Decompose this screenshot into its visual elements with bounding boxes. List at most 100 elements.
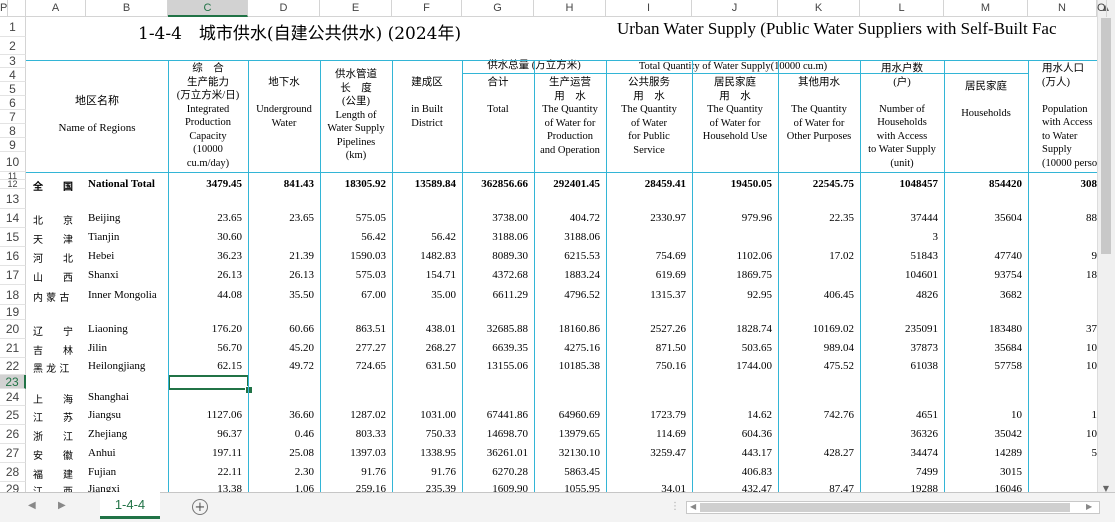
column-header-m[interactable]: M: [944, 0, 1028, 17]
row-header-27[interactable]: 27: [0, 444, 26, 463]
table-cell: 750.16: [655, 360, 686, 372]
row-header-14[interactable]: 14: [0, 209, 26, 228]
row-header-21[interactable]: 21: [0, 339, 26, 358]
table-cell: 2330.97: [650, 212, 686, 224]
table-cell: 443.17: [741, 447, 772, 459]
region-name-cn: 辽 宁: [33, 327, 73, 338]
table-cell: 18305.92: [344, 178, 386, 190]
scroll-down-arrow-icon[interactable]: ▼: [1102, 484, 1110, 493]
table-cell: 13589.84: [414, 178, 456, 190]
row-header-16[interactable]: 16: [0, 247, 26, 266]
table-cell: 308: [1080, 178, 1098, 190]
table-cell: 23.65: [217, 212, 242, 224]
next-sheet-arrow-icon[interactable]: ▶: [58, 500, 66, 511]
row-header-5[interactable]: 5: [0, 82, 26, 96]
table-cell: 1744.00: [736, 360, 772, 372]
row-header-4[interactable]: 4: [0, 68, 26, 82]
row-header-8[interactable]: 8: [0, 124, 26, 138]
column-header-j[interactable]: J: [692, 0, 778, 17]
row-header-19[interactable]: 19: [0, 305, 26, 320]
table-cell: 57758: [994, 360, 1023, 372]
row-header-18[interactable]: 18: [0, 285, 26, 305]
header-pipelines: 供水管道 长 度 (公里) Length of Water Supply Pip…: [327, 69, 385, 161]
column-header-f[interactable]: F: [392, 0, 462, 17]
column-header-c[interactable]: C: [168, 0, 248, 17]
tab-split-icon[interactable]: ⋮: [670, 501, 680, 512]
table-cell: 575.03: [355, 269, 386, 281]
column-header-d[interactable]: D: [248, 0, 320, 17]
row-header-3[interactable]: 3: [0, 55, 26, 68]
column-header-k[interactable]: K: [778, 0, 860, 17]
table-cell: 803.33: [355, 428, 386, 440]
column-header-o[interactable]: O: [1097, 0, 1107, 17]
table-cell: 503.65: [741, 342, 772, 354]
scroll-right-arrow-icon[interactable]: ▶: [1086, 502, 1093, 511]
column-header-n[interactable]: N: [1028, 0, 1097, 17]
table-cell: 6611.29: [492, 288, 528, 301]
table-cell: 979.96: [741, 212, 772, 224]
table-cell: 10: [1086, 360, 1097, 372]
vertical-scroll-thumb[interactable]: [1101, 18, 1111, 254]
column-header-e[interactable]: E: [320, 0, 392, 17]
row-header-1[interactable]: 1: [0, 17, 26, 37]
horizontal-scroll-thumb[interactable]: [700, 503, 1070, 512]
region-name-cn: 江 苏: [33, 413, 73, 424]
header-public: 公共服务 用 水 The Quantity of Water for Publi…: [621, 77, 677, 156]
row-header-25[interactable]: 25: [0, 406, 26, 425]
table-cell: 60.66: [289, 323, 314, 335]
column-header-p[interactable]: P: [0, 0, 9, 17]
sheet-tab[interactable]: 1-4-4: [100, 492, 160, 519]
column-header-i[interactable]: I: [606, 0, 692, 17]
table-cell: 114.69: [656, 428, 686, 440]
selected-cell[interactable]: [168, 375, 249, 390]
table-cell: 619.69: [655, 269, 686, 281]
table-cell: 35684: [994, 342, 1023, 354]
column-header-a[interactable]: A: [26, 0, 86, 17]
table-cell: 3188.06: [564, 231, 600, 243]
table-cell: 2.30: [294, 466, 314, 478]
table-cell: 1127.06: [206, 409, 242, 421]
row-header-11[interactable]: 11: [0, 172, 26, 181]
row-header-17[interactable]: 17: [0, 266, 26, 285]
table-cell: 6270.28: [492, 466, 528, 478]
row-header-9[interactable]: 9: [0, 138, 26, 152]
column-header-h[interactable]: H: [534, 0, 606, 17]
row-header-6[interactable]: 6: [0, 96, 26, 110]
header-region-cn: 地区名称: [75, 95, 119, 107]
row-header-23[interactable]: 23: [0, 375, 26, 389]
row-header-22[interactable]: 22: [0, 358, 26, 375]
table-cell: 16046: [994, 483, 1023, 492]
row-header-28[interactable]: 28: [0, 463, 26, 482]
row-header-7[interactable]: 7: [0, 110, 26, 124]
column-header-b[interactable]: B: [86, 0, 168, 17]
add-sheet-icon[interactable]: +: [192, 499, 208, 515]
fill-handle[interactable]: [245, 386, 253, 394]
column-header-g[interactable]: G: [462, 0, 534, 17]
header-households-sub: 居民家庭 Households: [961, 81, 1011, 119]
sheet-grid[interactable]: 1-4-4 城市供水(自建公共供水) (2024年) Urban Water S…: [26, 17, 1097, 492]
table-cell: 724.65: [355, 360, 386, 372]
table-cell: 292401.45: [553, 178, 600, 190]
select-all-corner[interactable]: [0, 0, 26, 17]
header-groundwater: 地下水 Underground Water: [256, 77, 312, 129]
table-border: [534, 60, 535, 492]
region-name-cn: 全 国: [33, 182, 73, 193]
table-cell: 88: [1086, 212, 1097, 224]
region-name-cn: 吉 林: [33, 346, 73, 357]
row-header-15[interactable]: 15: [0, 228, 26, 247]
table-cell: 30.60: [217, 231, 242, 243]
table-border: [462, 73, 860, 74]
table-cell: 1590.03: [350, 250, 386, 262]
row-header-10[interactable]: 10: [0, 152, 26, 172]
row-header-26[interactable]: 26: [0, 425, 26, 444]
row-header-24[interactable]: 24: [0, 389, 26, 406]
prev-sheet-arrow-icon[interactable]: ◀: [28, 500, 36, 511]
table-cell: 32685.88: [486, 323, 528, 335]
table-cell: 3738.00: [492, 212, 528, 224]
column-header-l[interactable]: L: [860, 0, 944, 17]
row-header-20[interactable]: 20: [0, 320, 26, 339]
row-header-12[interactable]: 12: [0, 180, 26, 189]
row-header-13[interactable]: 13: [0, 189, 26, 209]
scroll-left-arrow-icon[interactable]: ◀: [690, 502, 697, 511]
row-header-2[interactable]: 2: [0, 37, 26, 55]
